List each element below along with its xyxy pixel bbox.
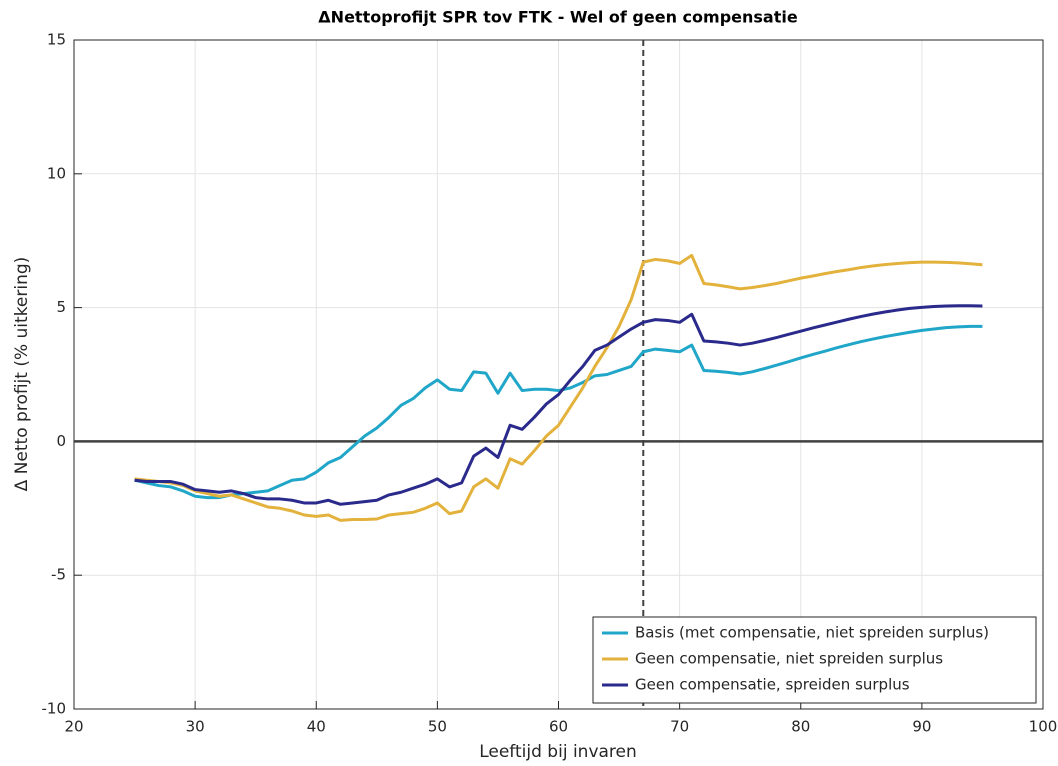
y-axis-label: Δ Netto profijt (% uitkering): [12, 257, 32, 492]
data-line: [134, 253, 983, 522]
y-tick-label: -5: [51, 566, 66, 584]
x-axis-label: Leeftijd bij invaren: [479, 742, 637, 762]
y-tick-label: 15: [47, 31, 66, 49]
x-tick-label: 30: [186, 718, 205, 736]
x-tick-label: 90: [912, 718, 931, 736]
y-tick-label: -10: [42, 700, 67, 718]
x-tick-label: 80: [791, 718, 810, 736]
legend-label: Basis (met compensatie, niet spreiden su…: [635, 624, 989, 642]
plot-frame: [73, 39, 1044, 710]
x-tick-label: 40: [307, 718, 326, 736]
data-line: [134, 304, 983, 506]
legend-label: Geen compensatie, niet spreiden surplus: [635, 650, 943, 668]
chart-title: ΔNettoprofijt SPR tov FTK - Wel of geen …: [318, 8, 798, 27]
x-tick-label: 70: [670, 718, 689, 736]
x-tick-label: 50: [428, 718, 447, 736]
legend-label: Geen compensatie, spreiden surplus: [635, 676, 910, 694]
y-tick-label: 5: [56, 298, 66, 316]
legend-box: [592, 616, 1037, 704]
x-tick-label: 20: [64, 718, 83, 736]
y-tick-label: 10: [47, 164, 66, 182]
x-tick-label: 60: [549, 718, 568, 736]
y-tick-label: 0: [56, 432, 66, 450]
x-tick-label: 100: [1029, 718, 1058, 736]
data-line: [134, 324, 983, 500]
